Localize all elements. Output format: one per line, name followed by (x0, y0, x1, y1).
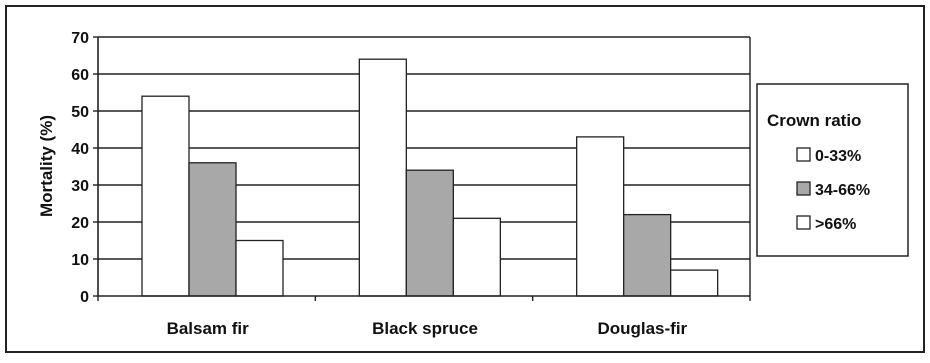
bar-1-balsam-fir (141, 95, 190, 297)
y-tick-label: 10 (71, 252, 89, 269)
y-tick-label: 70 (71, 30, 89, 47)
x-category-label: Douglas-fir (597, 319, 687, 338)
y-tick-label: 60 (71, 67, 89, 84)
y-tick-label: 40 (71, 141, 89, 158)
legend-box (756, 83, 909, 257)
legend-label: >66% (815, 216, 856, 233)
x-category-label: Balsam fir (167, 319, 250, 338)
legend-swatch (796, 181, 811, 196)
y-tick-label: 20 (71, 215, 89, 232)
legend-title: Crown ratio (767, 111, 861, 130)
legend-label: 0-33% (815, 148, 861, 165)
bar-3-black-spruce (452, 217, 501, 297)
legend-swatch (796, 147, 811, 162)
legend-items: 0-33% 34-66% >66% (796, 147, 870, 233)
y-tick-label: 0 (80, 289, 89, 306)
plot-area: 0 10 20 30 40 50 60 70 Balsam fir Black spruce Dou… (71, 30, 751, 338)
bar-2-douglas-fir (623, 213, 672, 297)
y-tick-label: 30 (71, 178, 89, 195)
bar-1-black-spruce (358, 58, 407, 297)
y-axis-title: Mortality (%) (37, 115, 56, 217)
bar-2-balsam-fir (188, 162, 237, 297)
y-tick-label: 50 (71, 104, 89, 121)
x-category-label: Black spruce (372, 319, 478, 338)
bar-3-douglas-fir (670, 269, 719, 297)
legend: Crown ratio 0-33% 34-66% >66% (756, 83, 909, 257)
legend-label: 34-66% (815, 182, 870, 199)
bar-2-black-spruce (405, 169, 454, 297)
legend-swatch (796, 215, 811, 230)
bar-3-balsam-fir (235, 239, 284, 297)
bar-1-douglas-fir (576, 136, 625, 297)
